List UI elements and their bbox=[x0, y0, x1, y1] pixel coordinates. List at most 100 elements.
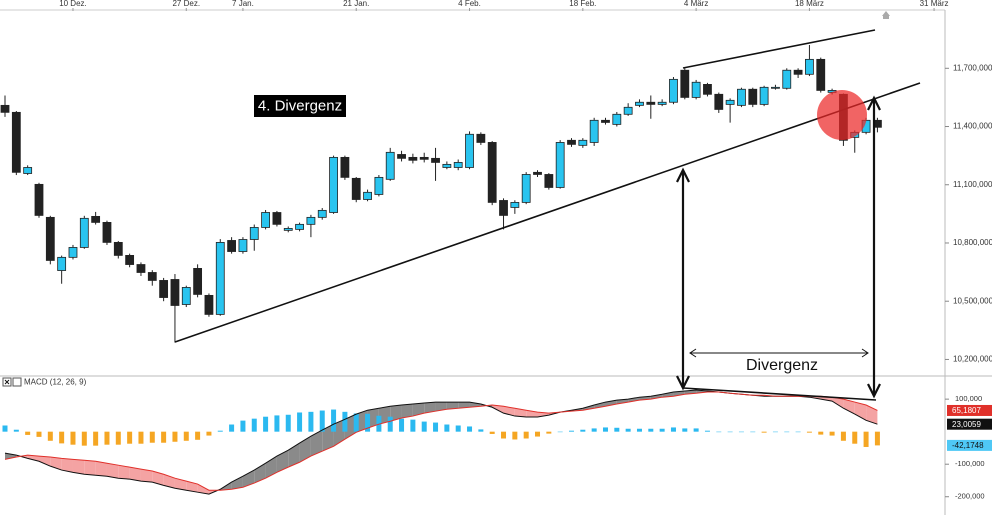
candle-body bbox=[261, 212, 270, 228]
macd-fill bbox=[276, 450, 289, 473]
histogram-bar bbox=[13, 429, 19, 432]
histogram-bar bbox=[670, 427, 676, 432]
histogram-bar bbox=[489, 431, 495, 434]
x-tick-label: 4 März bbox=[684, 0, 708, 8]
histogram-bar bbox=[47, 431, 53, 441]
histogram-bar bbox=[161, 431, 167, 443]
candle-body bbox=[34, 183, 44, 216]
histogram-bar bbox=[478, 429, 484, 432]
macd-fill bbox=[650, 394, 663, 400]
arrow-head bbox=[676, 167, 690, 391]
histogram-bar bbox=[874, 431, 880, 446]
histogram-bar bbox=[59, 431, 65, 444]
histogram-bar bbox=[840, 431, 846, 441]
candle-body bbox=[487, 142, 497, 203]
histogram-bar bbox=[512, 431, 518, 440]
macd-fill bbox=[242, 470, 255, 488]
candle-body bbox=[249, 227, 259, 240]
histogram-bar bbox=[648, 428, 654, 432]
histogram-bar bbox=[591, 428, 597, 432]
histogram-bar bbox=[636, 428, 642, 432]
histogram-bar bbox=[229, 424, 235, 432]
x-tick-label: 21 Jan. bbox=[343, 0, 369, 8]
macd-fill bbox=[163, 474, 175, 489]
macd-fill bbox=[174, 478, 187, 491]
histogram-bar bbox=[795, 431, 801, 433]
candle-body bbox=[79, 217, 89, 248]
candle-body bbox=[204, 294, 214, 315]
candle-body bbox=[442, 163, 452, 168]
macd-fill bbox=[186, 481, 198, 493]
candle-body bbox=[510, 202, 520, 208]
histogram-bar bbox=[750, 431, 756, 433]
macd-fill bbox=[514, 408, 527, 418]
histogram-bar bbox=[251, 418, 257, 432]
macd-fill bbox=[424, 402, 436, 414]
macd-fill bbox=[832, 397, 844, 409]
candle-body bbox=[227, 240, 237, 252]
candle-body bbox=[181, 287, 191, 305]
candle-body bbox=[555, 142, 565, 188]
histogram-bar bbox=[342, 411, 348, 432]
macd-fill bbox=[129, 467, 141, 482]
home-icon[interactable] bbox=[882, 11, 890, 19]
macd-fill bbox=[38, 456, 51, 467]
macd-fill bbox=[231, 476, 243, 490]
candle-body bbox=[11, 111, 21, 173]
candle-body bbox=[601, 119, 610, 123]
histogram-bar bbox=[659, 428, 665, 432]
x-tick-label: 10 Dez. bbox=[59, 0, 87, 8]
histogram-bar bbox=[557, 431, 563, 433]
y-tick-label: 100,000 bbox=[955, 394, 982, 403]
macd-fill bbox=[333, 419, 345, 447]
settings-button[interactable] bbox=[12, 377, 22, 387]
histogram-bar bbox=[818, 431, 824, 435]
y-tick-label: 10,500,000 bbox=[953, 296, 992, 305]
indicator-title: MACD (12, 26, 9) bbox=[24, 378, 87, 387]
macd-fill bbox=[299, 436, 311, 463]
histogram-bar bbox=[240, 420, 246, 432]
annotations bbox=[174, 29, 921, 401]
macd-fill bbox=[401, 404, 413, 419]
histogram-bar bbox=[36, 431, 42, 437]
macd-fill bbox=[254, 463, 266, 484]
value-tag-label: 23,0059 bbox=[952, 420, 981, 429]
macd-fill bbox=[390, 405, 402, 422]
candle-body bbox=[759, 86, 769, 105]
candle-body bbox=[589, 119, 599, 143]
candle-body bbox=[340, 156, 350, 178]
macd-fill bbox=[458, 402, 470, 409]
candle-body bbox=[635, 101, 644, 106]
histogram-bar bbox=[70, 431, 76, 445]
candle-body bbox=[431, 157, 440, 163]
macd-panel bbox=[2, 389, 880, 495]
histogram-bar bbox=[263, 416, 269, 432]
histogram-bar bbox=[625, 428, 631, 432]
highlight-circle bbox=[817, 90, 867, 140]
macd-fill bbox=[140, 469, 153, 483]
macd-fill bbox=[288, 443, 300, 468]
histogram-bar bbox=[569, 430, 574, 432]
macd-fill bbox=[673, 391, 685, 397]
histogram-bar bbox=[455, 425, 461, 432]
candle-body bbox=[816, 58, 826, 91]
candle-body bbox=[136, 264, 146, 273]
candle-body bbox=[782, 69, 792, 89]
candle-body bbox=[691, 81, 701, 98]
candle-body bbox=[68, 247, 78, 258]
candle-body bbox=[57, 256, 67, 271]
y-tick-label: 11,700,000 bbox=[953, 63, 992, 72]
histogram-bar bbox=[2, 425, 8, 432]
histogram-bar bbox=[716, 431, 722, 433]
macd-fill bbox=[344, 414, 357, 440]
annotation: 4. Divergenz bbox=[258, 97, 342, 114]
macd-fill bbox=[72, 459, 85, 475]
macd-fill bbox=[152, 471, 164, 486]
histogram-bar bbox=[535, 431, 541, 437]
candle-body bbox=[805, 58, 814, 75]
histogram-bar bbox=[399, 418, 405, 432]
histogram-bar bbox=[149, 431, 155, 443]
histogram-bar bbox=[852, 431, 858, 444]
histogram-bar bbox=[308, 411, 314, 432]
